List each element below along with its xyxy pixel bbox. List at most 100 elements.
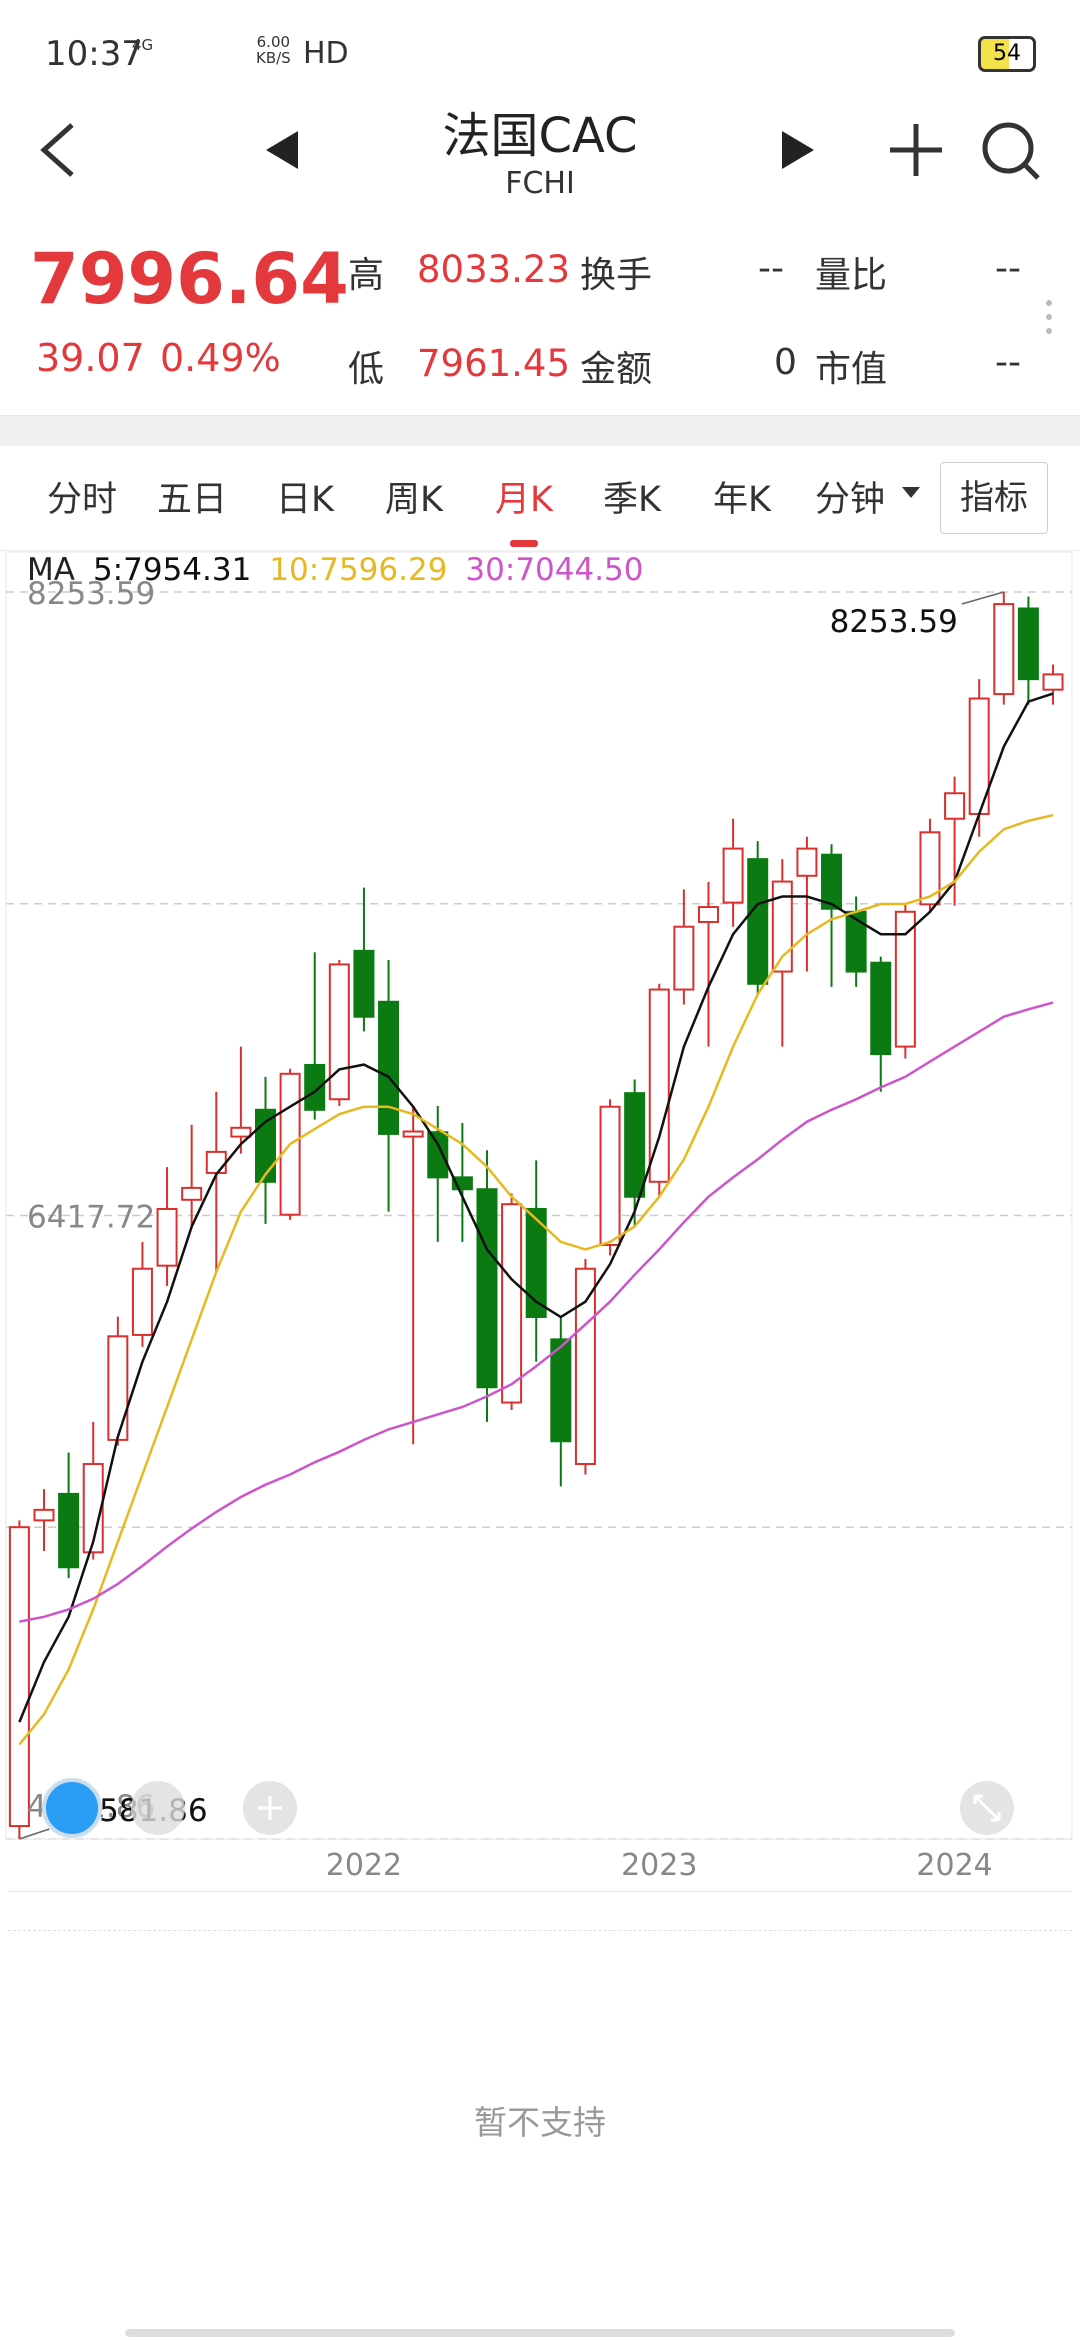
zoom-out-button[interactable] bbox=[131, 1781, 185, 1835]
candle-body bbox=[304, 1063, 326, 1111]
change: 39.07 bbox=[36, 336, 145, 380]
candle-body bbox=[205, 1150, 227, 1174]
high-value: 8033.23 bbox=[417, 248, 571, 291]
candlestick-chart: 8253.596417.724581.86202220232024MA5:795… bbox=[5, 551, 1073, 1883]
tab[interactable]: 日K bbox=[276, 480, 334, 520]
zoom-in-button[interactable] bbox=[243, 1781, 297, 1835]
prev-button[interactable] bbox=[266, 131, 298, 169]
indicator-button[interactable]: 指标 bbox=[940, 462, 1048, 534]
x-tick-label: 2022 bbox=[326, 1848, 402, 1883]
candle-body bbox=[722, 847, 744, 904]
candle-body bbox=[131, 1267, 153, 1336]
more-dots[interactable] bbox=[1046, 296, 1052, 336]
ma-line bbox=[18, 813, 1054, 1746]
x-tick-label: 2023 bbox=[621, 1848, 697, 1883]
candle-body bbox=[993, 603, 1015, 696]
market-cap-value: -- bbox=[995, 342, 1021, 383]
plot-frame bbox=[5, 551, 1073, 1840]
candle-body bbox=[353, 949, 375, 1018]
volume-ratio-value: -- bbox=[995, 248, 1021, 289]
turnover-label: 换手 bbox=[580, 255, 653, 296]
speed-value: 6.00 bbox=[256, 33, 291, 51]
separator bbox=[0, 415, 1080, 446]
legend-entry: 10:7596.29 bbox=[269, 552, 447, 588]
candle-body bbox=[156, 1207, 178, 1267]
ma-line bbox=[19, 1001, 1054, 1623]
header-code: FCHI bbox=[505, 166, 575, 201]
y-tick-label: 8253.59 bbox=[27, 576, 155, 612]
candle-body bbox=[550, 1338, 572, 1443]
candle-body bbox=[771, 880, 793, 973]
tab[interactable]: 月K bbox=[495, 480, 553, 520]
market-cap-label: 市值 bbox=[815, 349, 888, 390]
search-button[interactable] bbox=[982, 122, 1040, 180]
candle-body bbox=[328, 963, 350, 1101]
max-pointer bbox=[961, 591, 1005, 605]
candle-body bbox=[82, 1463, 104, 1554]
candle-body bbox=[599, 1105, 621, 1246]
scrollbar bbox=[125, 2329, 955, 2337]
candle-body bbox=[107, 1335, 129, 1441]
k-badge[interactable] bbox=[42, 1778, 102, 1838]
tab-bar: 分时 五日 日K 周K 月K 季K 年K 分钟 bbox=[0, 445, 1080, 551]
candle-body bbox=[378, 1000, 400, 1135]
candle-body bbox=[1042, 673, 1064, 691]
candle-body bbox=[501, 1203, 523, 1404]
candle-body bbox=[230, 1126, 252, 1138]
header-title: 法国CAC bbox=[442, 108, 638, 164]
status-hd: HD bbox=[303, 36, 349, 71]
candle-body bbox=[574, 1267, 596, 1466]
change-pct: 0.49% bbox=[160, 336, 281, 380]
candle-body bbox=[476, 1188, 498, 1389]
back-button[interactable] bbox=[40, 123, 74, 177]
tab[interactable]: 周K bbox=[385, 480, 443, 520]
tab[interactable]: 年K bbox=[713, 480, 771, 520]
candle-body bbox=[747, 858, 769, 985]
candle-body bbox=[58, 1492, 80, 1569]
tab[interactable]: 分时 bbox=[46, 480, 117, 520]
status-speed: 6.00 KB/S bbox=[256, 34, 291, 66]
candle-body bbox=[181, 1186, 203, 1201]
sub-panel-message: 暂不支持 bbox=[474, 2103, 606, 2142]
candle-body bbox=[8, 1526, 30, 1828]
next-button[interactable] bbox=[782, 131, 814, 169]
expand-icon bbox=[973, 1794, 1001, 1822]
x-tick-label: 2024 bbox=[916, 1848, 992, 1883]
candle-body bbox=[919, 831, 941, 906]
speed-unit: KB/S bbox=[256, 49, 291, 67]
status-network: 4G bbox=[132, 36, 154, 54]
candle-body bbox=[451, 1176, 473, 1191]
amount-label: 金额 bbox=[580, 349, 653, 390]
max-annotation: 8253.59 bbox=[830, 604, 958, 640]
candle-body bbox=[525, 1207, 547, 1318]
volume-ratio-label: 量比 bbox=[815, 255, 888, 296]
dropdown-arrow[interactable] bbox=[902, 487, 920, 498]
k-badge-bg bbox=[42, 1778, 102, 1838]
amount-value: 0 bbox=[774, 342, 797, 383]
candle-body bbox=[402, 1130, 424, 1138]
candle-body bbox=[796, 847, 818, 877]
low-label: 低 bbox=[348, 349, 385, 390]
tab[interactable]: 季K bbox=[603, 480, 661, 520]
add-button[interactable] bbox=[890, 124, 942, 176]
plus-icon bbox=[258, 1796, 282, 1820]
sub-panel: 暂不支持 bbox=[8, 1891, 1072, 2332]
tab[interactable]: 五日 bbox=[156, 480, 227, 520]
battery: 54 bbox=[978, 36, 1036, 72]
candle-body bbox=[427, 1131, 449, 1179]
legend-entry: 5:7954.31 bbox=[93, 552, 251, 588]
high-label: 高 bbox=[348, 255, 385, 296]
candle-body bbox=[697, 906, 719, 923]
legend-entry: 30:7044.50 bbox=[465, 552, 643, 588]
candle-body bbox=[624, 1092, 646, 1198]
tab[interactable]: 分钟 bbox=[814, 480, 885, 520]
header-icons bbox=[40, 122, 1040, 180]
candle-body bbox=[673, 925, 695, 991]
min-pointer bbox=[19, 1828, 50, 1840]
candle-body bbox=[821, 853, 843, 910]
candle-body bbox=[894, 910, 916, 1048]
candle-body bbox=[255, 1108, 276, 1183]
fullscreen-button[interactable] bbox=[960, 1781, 1014, 1835]
candle-body bbox=[1017, 607, 1039, 681]
